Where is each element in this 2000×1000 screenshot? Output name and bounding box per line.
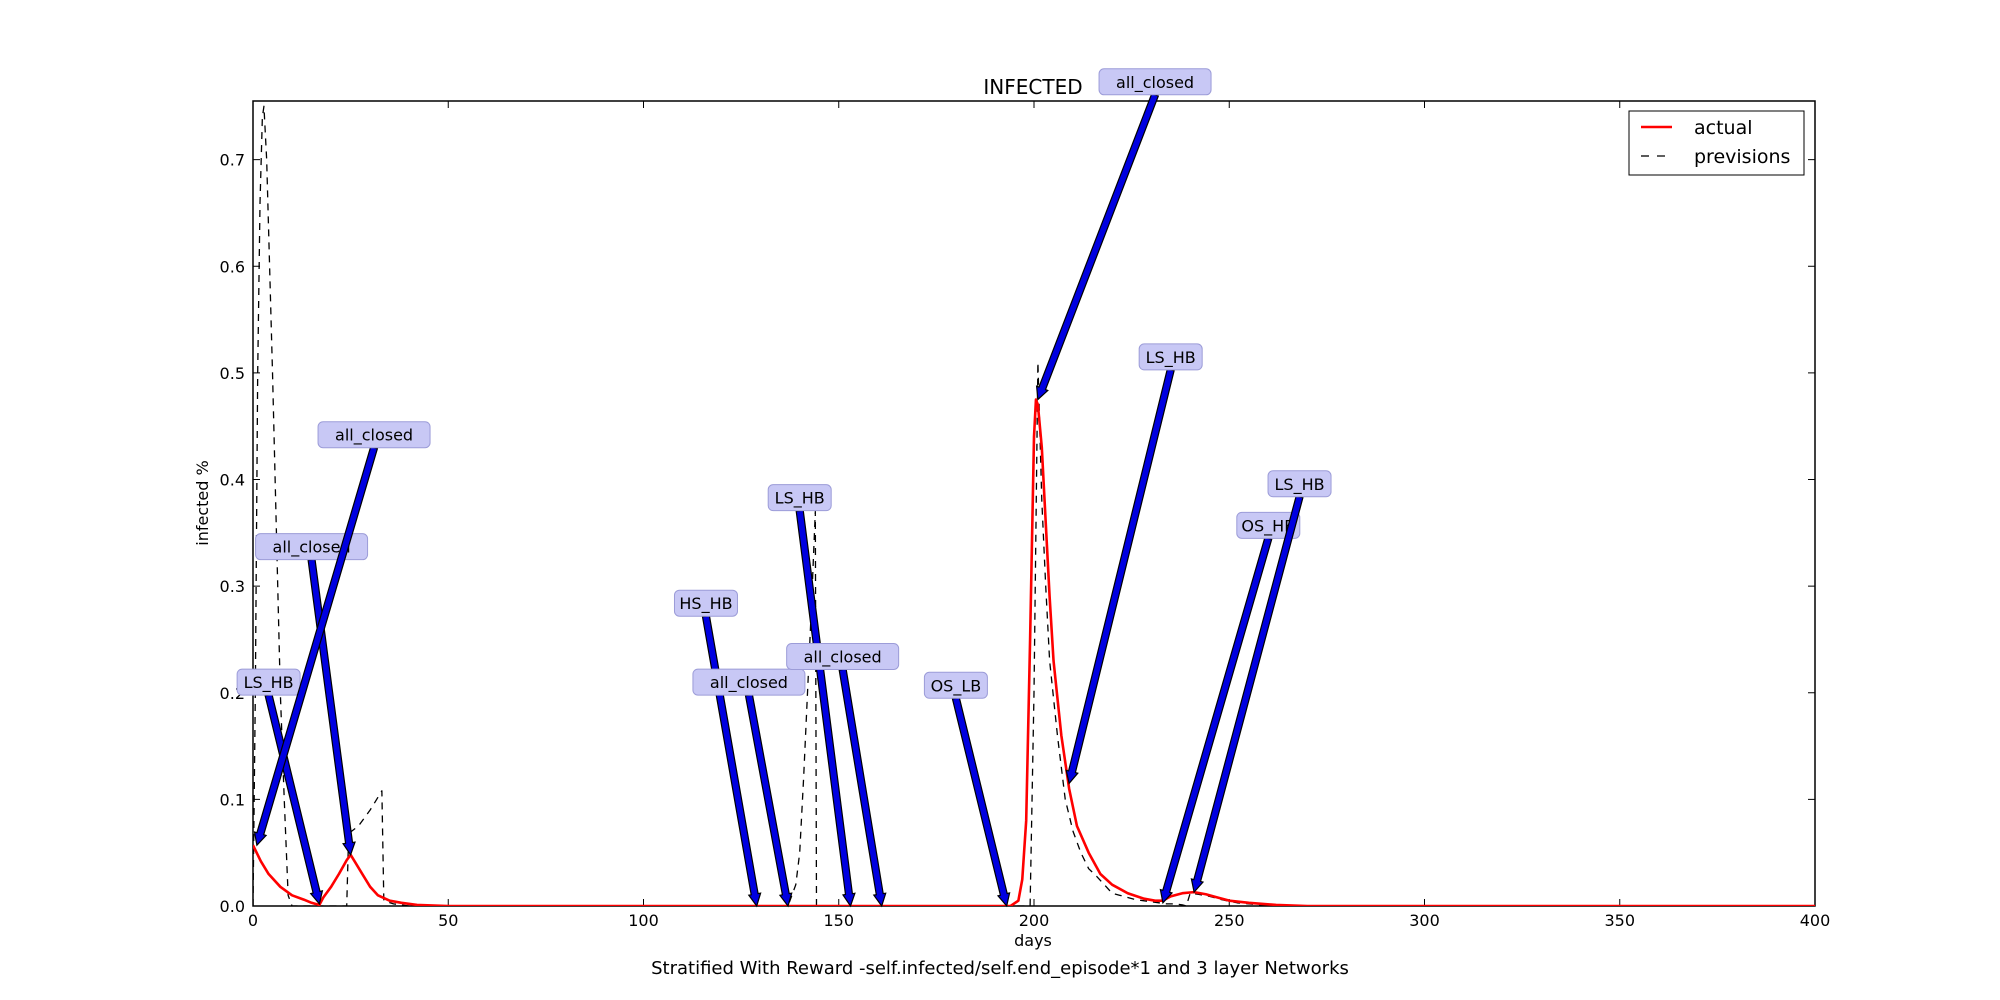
series-layer <box>253 105 1815 906</box>
annotation-box <box>767 484 832 512</box>
y-tick-label: 0.1 <box>220 790 245 809</box>
annotation-arrow <box>838 668 887 908</box>
annotation-box <box>692 668 806 696</box>
y-axis-label: infected % <box>193 460 212 545</box>
x-tick-label: 0 <box>248 911 258 930</box>
annotation-arrow <box>1065 368 1175 785</box>
axis-ticks: 0 50 100 150 200 250 300 350 4000.00.10.20.30.40… <box>220 101 1831 930</box>
x-tick-label: 150 <box>823 911 854 930</box>
annotation-label: OS_LB <box>931 676 982 696</box>
y-tick-label: 0.6 <box>220 257 245 276</box>
y-tick-label: 0.4 <box>220 471 245 490</box>
legend-label-previsions: previsions <box>1694 146 1790 168</box>
annotation-arrow <box>264 693 324 906</box>
annotation-box <box>317 421 431 449</box>
series-line-previsions <box>253 105 1815 906</box>
legend: actual previsions <box>1628 110 1805 176</box>
x-tick-label: 350 <box>1604 911 1635 930</box>
x-axis-label: days <box>1014 931 1052 950</box>
x-tick-label: 100 <box>628 911 659 930</box>
annotation-arrow <box>701 614 762 908</box>
annotation-label: HS_HB <box>679 594 732 614</box>
annotation-label: all_closed <box>1116 73 1194 93</box>
annotation-label: LS_HB <box>775 489 825 509</box>
annotation-box <box>1098 68 1212 96</box>
annotations-layer: LS_HB all_closed all_closed HS_HB all_closed… <box>236 68 1332 908</box>
annotation-arrow <box>1035 92 1160 401</box>
annotation-arrow <box>1190 495 1304 894</box>
annotation-label: all_closed <box>710 673 788 693</box>
annotation-box <box>1138 343 1203 371</box>
x-tick-label: 200 <box>1019 911 1050 930</box>
x-tick-label: 300 <box>1409 911 1440 930</box>
y-tick-label: 0.3 <box>220 577 245 596</box>
y-tick-label: 0.0 <box>220 897 245 916</box>
annotation-label: LS_HB <box>1275 475 1325 495</box>
y-tick-label: 0.7 <box>220 151 245 170</box>
annotation-label: all_closed <box>804 648 882 668</box>
annotation-box <box>786 643 900 671</box>
annotation-arrow <box>951 696 1011 908</box>
y-tick-label: 0.5 <box>220 364 245 383</box>
chart-caption: Stratified With Reward -self.infected/se… <box>651 958 1349 979</box>
chart-title: INFECTED <box>983 75 1082 99</box>
annotation-arrow <box>1159 536 1273 905</box>
x-tick-label: 400 <box>1800 911 1831 930</box>
x-tick-label: 250 <box>1214 911 1245 930</box>
legend-label-actual: actual <box>1694 117 1753 139</box>
annotation-arrow <box>253 445 379 847</box>
x-tick-label: 50 <box>438 911 458 930</box>
annotation-label: LS_HB <box>244 673 294 693</box>
annotation-box <box>236 668 301 696</box>
annotation-label: OS_HB <box>1241 516 1295 536</box>
annotation-label: LS_HB <box>1146 348 1196 368</box>
annotation-box <box>1236 511 1301 539</box>
legend-box <box>1628 110 1805 176</box>
annotation-box <box>923 671 988 699</box>
annotation-arrow <box>744 693 793 908</box>
annotation-arrow <box>795 509 856 908</box>
annotation-box <box>673 589 738 617</box>
annotation-label: all_closed <box>335 426 413 446</box>
annotation-label: all_closed <box>273 538 351 558</box>
annotation-box <box>1267 470 1332 498</box>
series-line-actual <box>253 398 1815 906</box>
